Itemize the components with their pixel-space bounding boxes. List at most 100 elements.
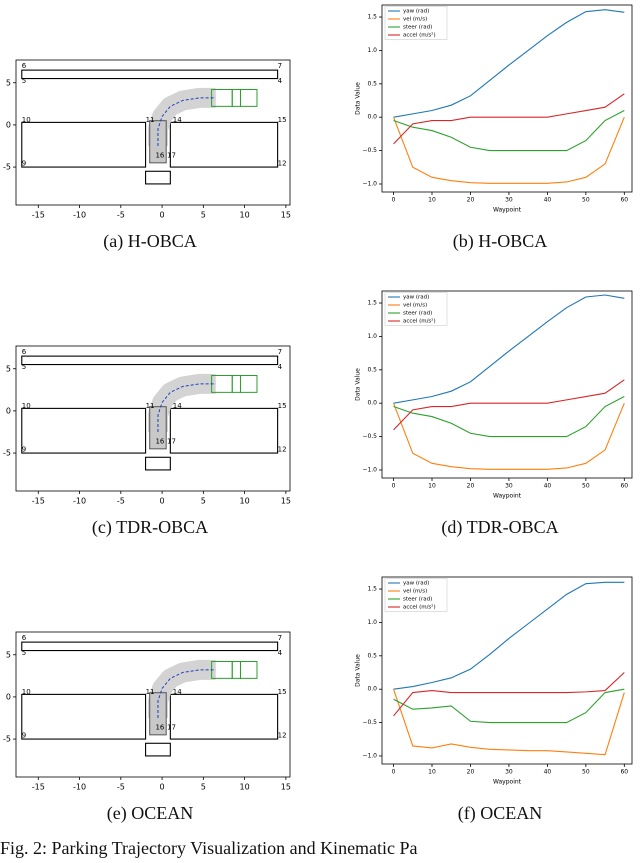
axes-frame: [381, 4, 633, 193]
x-tick-label: 30: [505, 483, 513, 490]
obstacle-label: 7: [278, 348, 282, 356]
obstacle-label: 12: [278, 732, 287, 740]
obstacle-label: 17: [167, 723, 176, 731]
series-line: [393, 396, 625, 438]
obstacle-label: 4: [278, 363, 283, 371]
x-tick-label: 50: [582, 769, 590, 776]
x-tick-label: 20: [467, 197, 475, 204]
y-tick-label: -5: [3, 449, 11, 458]
x-tick-label: 40: [544, 769, 552, 776]
legend-label: accel (m/s²): [403, 604, 436, 611]
y-tick-label: 1.5: [367, 586, 377, 593]
y-tick-label: −1.0: [362, 180, 377, 187]
obstacle: [169, 121, 279, 168]
obstacle: [21, 407, 147, 454]
obstacle-label: 17: [167, 151, 176, 159]
x-tick-label: -15: [32, 211, 45, 220]
y-tick-label: 5: [6, 364, 11, 373]
obstacle: [145, 170, 171, 185]
obstacle-label: 11: [146, 688, 155, 696]
series-line: [393, 379, 625, 431]
x-tick-label: 30: [505, 197, 513, 204]
x-tick-label: 20: [467, 483, 475, 490]
y-tick-label: 1.5: [367, 14, 377, 21]
x-tick-label: 60: [620, 197, 628, 204]
y-axis-label: Data Value: [355, 654, 362, 687]
obstacle: [21, 69, 279, 80]
y-tick-label: 1.0: [367, 333, 377, 340]
obstacle-label: 15: [278, 116, 287, 124]
obstacle-label: 6: [22, 634, 27, 642]
x-axis-label: Waypoint: [493, 779, 522, 786]
vehicle-box: [231, 89, 241, 107]
obstacle-label: 17: [167, 437, 176, 445]
series-line: [393, 9, 625, 118]
x-tick-label: 5: [201, 497, 206, 506]
y-tick-label: 5: [6, 78, 11, 87]
trajectory: [157, 669, 216, 718]
y-tick-label: −0.5: [362, 147, 377, 154]
axes-frame: [15, 59, 291, 206]
x-tick-label: -5: [117, 211, 125, 220]
x-tick-label: -10: [73, 211, 86, 220]
series-line: [393, 688, 625, 724]
x-tick-label: 15: [281, 497, 291, 506]
obstacle-label: 16: [155, 437, 164, 445]
obstacle-label: 9: [22, 732, 26, 740]
trajectory: [157, 383, 216, 432]
obstacle-label: 15: [278, 402, 287, 410]
obstacle-label: 12: [278, 160, 287, 168]
subcaption: (e) OCEAN: [107, 803, 193, 824]
legend-label: vel (m/s): [403, 303, 427, 309]
legend-box: [384, 292, 448, 326]
subcaption: (a) H-OBCA: [103, 231, 196, 252]
y-tick-label: 0.5: [367, 652, 377, 659]
obstacle-label: 5: [22, 77, 26, 85]
x-axis-label: Waypoint: [493, 207, 522, 214]
series-line: [393, 689, 625, 756]
obstacle-label: 14: [173, 688, 182, 696]
y-tick-label: 0.5: [367, 80, 377, 87]
y-tick-label: 5: [6, 650, 11, 659]
x-tick-label: 60: [620, 769, 628, 776]
x-tick-label: 10: [240, 211, 250, 220]
vehicle-box: [231, 661, 241, 679]
vehicle-box: [231, 375, 241, 393]
obstacle: [145, 742, 171, 757]
vehicle-box: [239, 89, 258, 107]
obstacle-label: 7: [278, 62, 282, 70]
obstacle-label: 4: [278, 77, 283, 85]
obstacle-label: 16: [155, 151, 164, 159]
legend-label: vel (m/s): [403, 589, 427, 595]
obstacle: [21, 355, 279, 366]
x-tick-label: -5: [117, 783, 125, 792]
y-tick-label: −0.5: [362, 719, 377, 726]
legend-label: steer (rad): [403, 25, 432, 31]
obstacle-label: 12: [278, 446, 287, 454]
x-tick-label: 5: [201, 783, 206, 792]
y-tick-label: 0.5: [367, 366, 377, 373]
axes-frame: [381, 290, 633, 479]
x-tick-label: 60: [620, 483, 628, 490]
y-tick-label: −0.5: [362, 433, 377, 440]
x-tick-label: 0: [392, 197, 396, 204]
obstacle-label: 5: [22, 649, 26, 657]
x-tick-label: 20: [467, 769, 475, 776]
y-tick-label: -5: [3, 735, 11, 744]
obstacle: [169, 407, 279, 454]
figure-caption: Fig. 2: Parking Trajectory Visualization…: [0, 838, 418, 858]
x-tick-label: -15: [32, 783, 45, 792]
obstacle-label: 5: [22, 363, 26, 371]
x-tick-label: 10: [240, 783, 250, 792]
vehicle-box: [149, 692, 167, 736]
y-tick-label: 1.0: [367, 619, 377, 626]
y-tick-label: 0: [6, 692, 11, 701]
y-tick-label: 1.5: [367, 300, 377, 307]
legend-label: vel (m/s): [403, 17, 427, 23]
obstacle-label: 14: [173, 402, 182, 410]
axes-frame: [15, 631, 291, 778]
obstacle-label: 10: [22, 402, 31, 410]
y-tick-label: −1.0: [362, 466, 377, 473]
subcaption: (b) H-OBCA: [453, 231, 548, 252]
